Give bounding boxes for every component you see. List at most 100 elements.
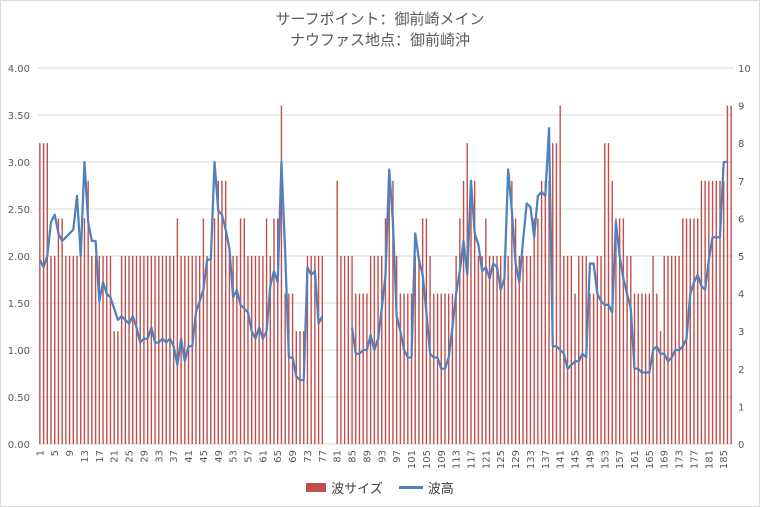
y-left-tick-label: 2.50: [8, 205, 30, 216]
chart-legend: 波サイズ 波高: [0, 478, 760, 497]
bar: [83, 218, 86, 444]
bar: [139, 256, 141, 444]
bar: [682, 218, 684, 444]
bar: [146, 256, 149, 444]
y-right-tick-label: 2: [738, 365, 744, 376]
x-tick-label: 113: [452, 450, 463, 469]
bar: [618, 218, 621, 444]
bar: [351, 256, 353, 444]
bar: [730, 105, 732, 444]
bar: [124, 256, 127, 444]
y-left-tick-label: 0.00: [8, 440, 30, 451]
bar: [403, 293, 405, 444]
bar: [317, 256, 320, 444]
bar: [250, 256, 253, 444]
x-tick-label: 29: [139, 450, 150, 463]
bar: [488, 256, 491, 444]
y-left-tick-label: 4.00: [8, 64, 30, 75]
bar: [481, 256, 483, 444]
bar: [176, 218, 179, 444]
legend-label-line: 波高: [427, 482, 454, 497]
y-right-tick-label: 6: [738, 214, 744, 225]
y-right-tick-label: 5: [738, 252, 744, 263]
bar: [574, 293, 576, 444]
bar: [273, 218, 275, 444]
bar: [80, 256, 82, 444]
bar: [347, 256, 350, 444]
bar: [158, 256, 160, 444]
x-tick-label: 85: [348, 450, 359, 463]
y-right-tick-label: 1: [738, 402, 744, 413]
bar: [321, 256, 324, 444]
bar: [94, 256, 97, 444]
x-tick-label: 141: [556, 450, 567, 469]
y-right-tick-label: 7: [738, 177, 744, 188]
bar: [470, 180, 472, 445]
y-right-tick-label: 9: [738, 102, 744, 113]
bar: [436, 293, 439, 444]
x-tick-label: 157: [615, 450, 626, 469]
bar: [284, 293, 286, 444]
x-tick-label: 49: [214, 450, 225, 463]
x-tick-label: 161: [630, 450, 641, 469]
bar: [563, 256, 565, 444]
x-tick-label: 69: [288, 450, 299, 463]
bar: [262, 256, 264, 444]
bar: [604, 143, 606, 444]
bar: [384, 218, 387, 444]
bar: [202, 218, 205, 444]
x-tick-label: 109: [437, 450, 448, 469]
y-right-tick-label: 4: [738, 290, 744, 301]
bar: [213, 218, 216, 444]
bar: [102, 256, 104, 444]
bar: [663, 256, 665, 444]
y-right-tick-label: 3: [738, 327, 744, 338]
legend-label-bar: 波サイズ: [331, 482, 383, 497]
y-right-tick-label: 8: [738, 139, 744, 150]
bar: [72, 256, 75, 444]
bar: [210, 256, 212, 444]
bar: [161, 256, 164, 444]
legend-swatch-line: [398, 486, 423, 489]
x-tick-label: 21: [110, 450, 121, 463]
bar: [689, 218, 691, 444]
bar: [113, 331, 115, 444]
bar: [340, 256, 342, 444]
bar: [358, 293, 361, 444]
legend-item-bar: 波サイズ: [306, 478, 383, 497]
bar: [711, 180, 714, 445]
x-tick-label: 165: [645, 450, 656, 469]
x-tick-label: 53: [229, 450, 240, 463]
bar: [477, 256, 480, 444]
x-tick-label: 89: [362, 450, 373, 463]
bar: [451, 293, 454, 444]
x-tick-label: 61: [258, 450, 269, 463]
y-left-tick-label: 2.00: [8, 252, 30, 263]
bar: [128, 256, 130, 444]
bar: [615, 218, 617, 444]
x-tick-label: 169: [660, 450, 671, 469]
bar: [191, 256, 193, 444]
x-tick-label: 5: [50, 450, 61, 456]
bar: [154, 256, 156, 444]
bar: [362, 293, 364, 444]
bar: [696, 218, 699, 444]
bar: [578, 256, 580, 444]
bar: [529, 256, 532, 444]
x-tick-label: 145: [571, 450, 582, 469]
bar: [485, 218, 487, 444]
bar: [715, 180, 717, 445]
bar: [719, 180, 721, 445]
bar: [310, 256, 312, 444]
chart-title: サーフポイント：御前崎メイン: [275, 10, 485, 28]
y-left-tick-label: 3.50: [8, 111, 30, 122]
bar: [258, 256, 260, 444]
x-tick-label: 105: [422, 450, 433, 469]
bar: [243, 218, 245, 444]
bar: [399, 293, 402, 444]
bar: [381, 256, 383, 444]
bar: [195, 256, 197, 444]
bar: [247, 256, 249, 444]
bar: [473, 180, 476, 445]
